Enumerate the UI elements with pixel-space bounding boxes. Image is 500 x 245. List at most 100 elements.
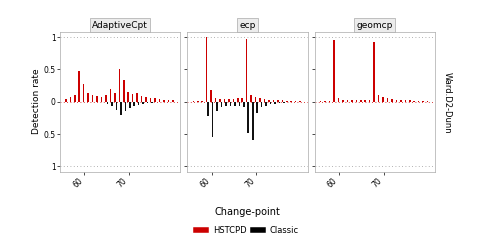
Bar (282, 100, 283, 102)
Bar (145, 97, 147, 102)
Bar (270, 102, 272, 104)
Bar (404, 100, 406, 102)
Bar (248, 102, 249, 133)
Bar (300, 101, 301, 102)
Bar (138, 102, 140, 105)
Bar (414, 101, 415, 102)
Bar (378, 95, 380, 102)
Bar (409, 100, 410, 102)
Bar (88, 93, 89, 102)
Bar (110, 89, 111, 102)
Bar (118, 69, 120, 102)
Bar (96, 96, 98, 102)
Bar (129, 102, 130, 108)
Bar (427, 101, 428, 102)
Bar (329, 101, 330, 102)
Bar (283, 102, 284, 103)
Legend: HSTCPD, Classic: HSTCPD, Classic (193, 223, 302, 238)
Bar (212, 102, 214, 137)
Text: Change-point: Change-point (214, 207, 280, 217)
Bar (141, 96, 142, 102)
Bar (208, 102, 209, 116)
Bar (210, 90, 212, 102)
Bar (150, 98, 152, 102)
Bar (224, 99, 225, 102)
Bar (234, 102, 235, 106)
Bar (216, 102, 218, 111)
Bar (261, 102, 262, 108)
Bar (147, 102, 148, 103)
Bar (65, 99, 66, 102)
Bar (78, 71, 80, 102)
Bar (422, 101, 424, 102)
Bar (274, 102, 276, 104)
Bar (158, 99, 160, 102)
Bar (396, 100, 397, 102)
Bar (250, 95, 252, 102)
Bar (338, 98, 340, 102)
Bar (278, 102, 280, 103)
Bar (116, 102, 117, 110)
Bar (268, 100, 270, 102)
Bar (114, 93, 116, 102)
Bar (70, 97, 71, 102)
Bar (295, 101, 296, 102)
Bar (369, 100, 370, 102)
Bar (237, 98, 238, 102)
Bar (418, 101, 420, 102)
Bar (351, 100, 352, 102)
Bar (105, 95, 106, 102)
Bar (243, 102, 244, 108)
Bar (123, 80, 124, 102)
Bar (100, 97, 102, 102)
Bar (154, 98, 156, 102)
Bar (111, 102, 113, 106)
Y-axis label: Detection rate: Detection rate (32, 69, 41, 135)
Bar (221, 102, 222, 108)
Bar (346, 100, 348, 102)
Bar (272, 100, 274, 102)
Title: ecp: ecp (240, 21, 256, 30)
Bar (364, 100, 366, 102)
Bar (225, 102, 227, 106)
Bar (360, 100, 362, 102)
Bar (286, 101, 288, 102)
Bar (238, 102, 240, 106)
Bar (83, 84, 84, 102)
Bar (152, 102, 153, 103)
Bar (230, 102, 232, 106)
Bar (252, 102, 254, 140)
Bar (92, 95, 94, 102)
Bar (163, 100, 164, 102)
Bar (256, 102, 258, 113)
Bar (266, 102, 267, 106)
Bar (391, 99, 392, 102)
Bar (74, 95, 76, 102)
Bar (168, 100, 169, 102)
Bar (374, 42, 375, 102)
Bar (324, 101, 326, 102)
Bar (342, 100, 344, 102)
Bar (400, 100, 402, 102)
Bar (320, 101, 322, 102)
Bar (264, 99, 266, 102)
Bar (128, 92, 129, 102)
Bar (197, 101, 198, 102)
Bar (142, 102, 144, 104)
Bar (277, 100, 278, 102)
Bar (356, 100, 357, 102)
Bar (172, 100, 174, 102)
Bar (382, 97, 384, 102)
Bar (242, 98, 243, 102)
Bar (120, 102, 122, 115)
Bar (232, 99, 234, 102)
Bar (260, 98, 261, 102)
Bar (136, 93, 138, 102)
Bar (206, 37, 208, 102)
Title: geomcp: geomcp (356, 21, 393, 30)
Bar (386, 98, 388, 102)
Bar (228, 99, 230, 102)
Bar (124, 102, 126, 111)
Bar (132, 94, 134, 102)
Bar (219, 99, 221, 102)
